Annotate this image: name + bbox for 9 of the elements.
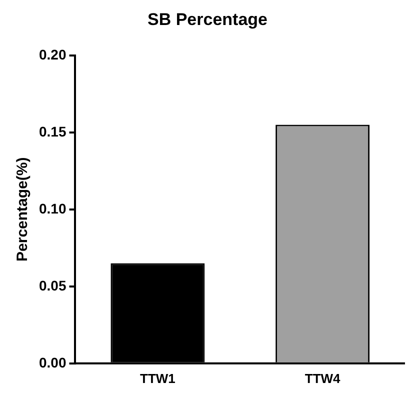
x-tick-label: TTW4 bbox=[304, 370, 342, 386]
y-tick-label: 0.10 bbox=[39, 200, 66, 216]
x-tick-label: TTW1 bbox=[140, 370, 176, 386]
y-tick-label: 0.00 bbox=[39, 354, 66, 370]
y-tick-label: 0.05 bbox=[39, 277, 66, 294]
y-axis-title: Percentage(%) bbox=[14, 157, 32, 262]
y-tick-label: 0.15 bbox=[39, 123, 66, 140]
chart-title: SB Percentage bbox=[148, 10, 268, 29]
y-tick-label: 0.20 bbox=[39, 46, 66, 62]
